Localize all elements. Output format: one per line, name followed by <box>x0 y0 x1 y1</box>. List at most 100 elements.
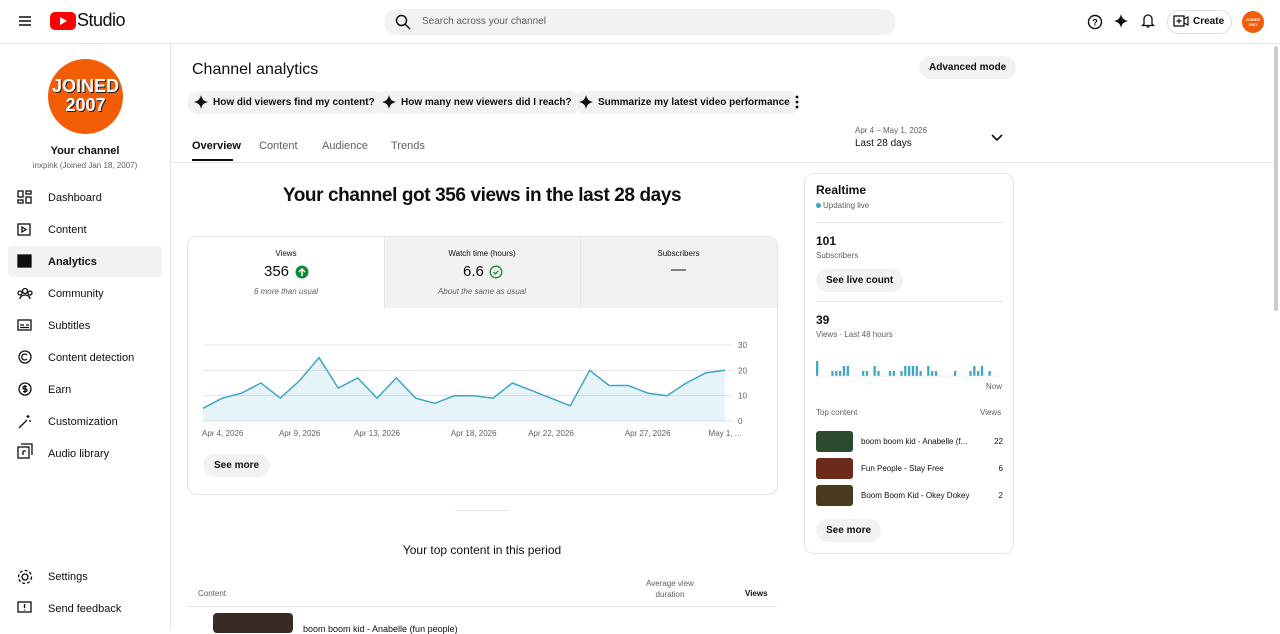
svg-text:?: ? <box>1092 18 1098 28</box>
thumbnail[interactable] <box>816 485 853 506</box>
views-label: Views · Last 48 hours <box>816 330 893 339</box>
nav-item[interactable]: Analytics <box>48 256 97 268</box>
views-header: Views <box>980 408 1002 417</box>
nav-item[interactable]: Content detection <box>48 352 135 364</box>
column-header-line: duration <box>655 590 685 599</box>
realtime-status: Updating live <box>823 201 870 210</box>
tab[interactable]: Audience <box>322 140 368 152</box>
channel-name: Your channel <box>50 145 120 157</box>
metric-value: 6.6 <box>463 263 484 280</box>
overview-card: Views 356 6 more than usual Watch time (… <box>187 236 778 495</box>
account-avatar[interactable]: JOINED 2007 <box>1242 11 1264 33</box>
see-more-button[interactable]: See more <box>816 519 882 542</box>
table-divider <box>187 606 777 607</box>
subscriber-label: Subscribers <box>816 251 859 260</box>
subscriber-count: 101 <box>816 234 837 248</box>
advanced-mode-button[interactable]: Advanced mode <box>919 56 1017 79</box>
avatar-text: JOINED <box>1245 17 1261 22</box>
item-views: 22 <box>994 437 1003 446</box>
logo-icon[interactable] <box>50 12 76 30</box>
nav-item[interactable]: Settings <box>48 571 88 583</box>
column-header-line: Average view <box>646 579 694 588</box>
top-content-label: Top content <box>816 408 858 417</box>
scrollbar[interactable] <box>1274 46 1278 311</box>
metric-label: Watch time (hours) <box>448 249 516 258</box>
nav-active-bg <box>8 246 162 277</box>
item-views: 6 <box>998 464 1003 473</box>
tabs-divider <box>171 162 1274 163</box>
create-button[interactable] <box>1167 10 1232 34</box>
more-menu[interactable] <box>794 95 800 109</box>
realtime-card <box>804 173 1014 554</box>
nav-item[interactable]: Earn <box>48 384 72 396</box>
metric-value: 356 <box>264 263 290 280</box>
item-views: 2 <box>998 491 1003 500</box>
column-header: Content <box>198 589 227 598</box>
metric-note: About the same as usual <box>437 287 527 296</box>
thumbnail[interactable] <box>816 431 853 452</box>
search-icon[interactable] <box>395 14 411 30</box>
metric-divider <box>384 237 385 308</box>
prompt-chip[interactable]: Summarize my latest video performance <box>572 91 800 114</box>
nav-item[interactable]: Dashboard <box>48 192 102 204</box>
prompt-chip[interactable]: How many new viewers did I reach? <box>375 91 582 114</box>
metric-label: Views <box>275 249 297 258</box>
column-header: Views <box>745 589 768 598</box>
item-title[interactable]: Boom Boom Kid - Okey Dokey <box>861 491 970 500</box>
views-count: 39 <box>816 313 830 327</box>
create-icon[interactable] <box>1173 15 1189 27</box>
top-bar <box>0 0 1280 44</box>
avatar-text: 2007 <box>65 95 106 115</box>
nav-item[interactable]: Content <box>48 224 87 236</box>
nav-item[interactable]: Community <box>48 288 104 300</box>
metric-note: 6 more than usual <box>253 287 319 296</box>
nav-item[interactable]: Customization <box>48 416 118 428</box>
period-dropdown[interactable] <box>991 134 1003 142</box>
metric-divider <box>580 237 581 308</box>
sidebar-divider <box>170 44 171 629</box>
nav-item[interactable]: Audio library <box>48 448 110 460</box>
thumbnail[interactable] <box>816 458 853 479</box>
tab[interactable]: Trends <box>391 140 425 152</box>
search-placeholder: Search across your channel <box>422 16 546 27</box>
search-box[interactable] <box>384 9 896 35</box>
menu-icon[interactable] <box>18 14 32 28</box>
channel-avatar[interactable]: JOINED 2007 <box>48 59 123 134</box>
footer-icons <box>17 569 33 613</box>
item-title[interactable]: boom boom kid - Anabelle (f... <box>861 437 968 446</box>
date-range[interactable]: Apr 4 – May 1, 2026 <box>855 126 928 135</box>
tab[interactable]: Overview <box>192 140 241 152</box>
headline: Your channel got 356 views in the last 2… <box>282 185 682 206</box>
nav-item[interactable]: Send feedback <box>48 603 122 615</box>
page-title: Channel analytics <box>192 61 319 78</box>
column-header: Average view duration <box>640 578 700 600</box>
section-divider <box>455 510 510 511</box>
logo-text[interactable]: Studio <box>77 10 126 30</box>
help-icon[interactable]: ? <box>1087 14 1103 30</box>
row-thumbnail[interactable] <box>213 613 293 633</box>
period[interactable]: Last 28 days <box>855 138 912 149</box>
divider <box>816 222 1003 223</box>
metric-up-icon <box>295 265 309 279</box>
nav-item[interactable]: Subtitles <box>48 320 91 332</box>
row-title[interactable]: boom boom kid - Anabelle (fun people) <box>303 624 458 634</box>
tab[interactable]: Content <box>259 140 298 152</box>
create-label[interactable]: Create <box>1193 16 1225 27</box>
sparkle-icon[interactable] <box>1114 14 1128 28</box>
tab-indicator <box>192 159 233 161</box>
live-dot <box>816 203 821 208</box>
metric-value: — <box>671 261 686 278</box>
realtime-title: Realtime <box>816 183 867 197</box>
bell-icon[interactable] <box>1141 13 1155 29</box>
avatar-text: 2007 <box>1248 22 1258 27</box>
channel-handle: inxpink (Joined Jan 18, 2007) <box>32 161 138 170</box>
metric-check-icon <box>489 265 503 279</box>
nav-icons <box>17 190 33 459</box>
item-title[interactable]: Fun People - Stay Free <box>861 464 944 473</box>
see-more-button[interactable]: See more <box>203 454 271 477</box>
prompt-chip[interactable]: How did viewers find my content? <box>187 91 385 114</box>
live-count-button[interactable]: See live count <box>816 269 904 292</box>
section-title: Your top content in this period <box>402 543 562 557</box>
